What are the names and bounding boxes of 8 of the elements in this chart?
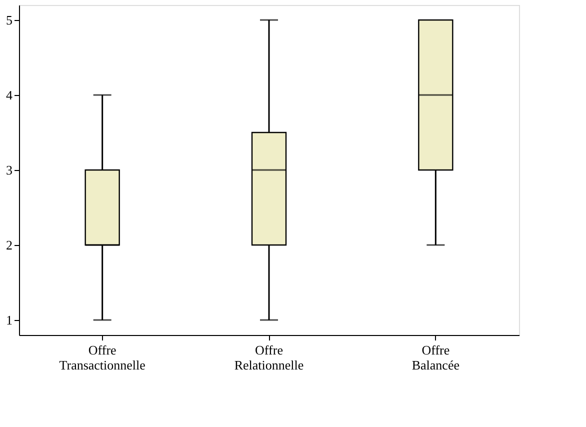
y-tick-label: 2 [6, 238, 12, 252]
y-tick-label: 5 [6, 12, 12, 28]
y-tick-label: 4 [6, 88, 13, 102]
x-tick-label: Offre Transactionnelle [59, 342, 146, 372]
y-tick-label: 1 [6, 312, 12, 328]
x-tick-label: Offre Balancée [412, 342, 460, 372]
x-tick-label: Offre Relationnelle [234, 342, 304, 372]
y-tick-label: 3 [6, 162, 12, 178]
